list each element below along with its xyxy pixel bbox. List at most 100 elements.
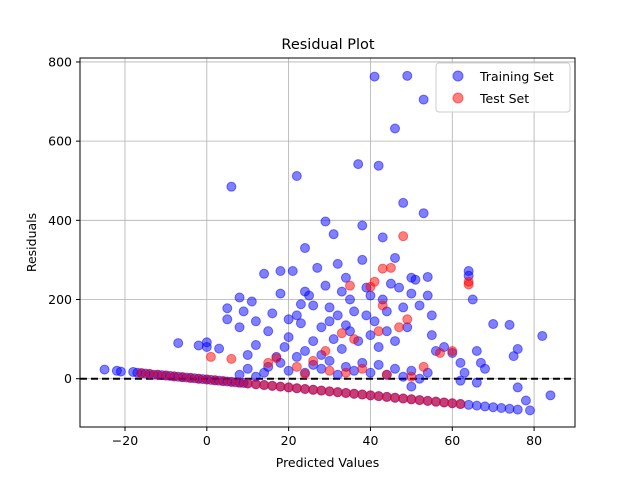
- training-point: [291, 170, 302, 181]
- x-tick-label: −20: [112, 433, 138, 448]
- training-point: [275, 288, 286, 299]
- training-point: [238, 306, 249, 317]
- test-point: [447, 345, 458, 356]
- training-point: [349, 365, 360, 376]
- training-point: [463, 399, 474, 410]
- training-point: [283, 314, 294, 325]
- test-point: [308, 384, 319, 395]
- test-point: [357, 363, 368, 374]
- y-tick-label: 200: [48, 292, 72, 307]
- legend: Training Set Test Set: [435, 62, 571, 113]
- training-point: [390, 336, 400, 347]
- grid-layer: [80, 58, 575, 427]
- training-point: [291, 310, 302, 321]
- training-point: [275, 266, 286, 277]
- training-point: [537, 330, 548, 341]
- training-point: [214, 343, 225, 354]
- training-point: [426, 330, 437, 341]
- test-point: [463, 279, 474, 290]
- x-tick-label: 80: [526, 433, 542, 448]
- x-tick-label: 20: [281, 433, 297, 448]
- training-point: [242, 349, 253, 360]
- training-point: [308, 300, 319, 311]
- test-point: [177, 372, 188, 383]
- training-point: [402, 70, 413, 81]
- training-point: [512, 382, 523, 393]
- training-point: [267, 308, 278, 319]
- training-point: [332, 310, 343, 321]
- training-point: [357, 220, 368, 231]
- test-point: [324, 386, 335, 397]
- training-point: [410, 274, 421, 285]
- training-point: [488, 402, 499, 413]
- training-point: [471, 400, 482, 411]
- training-point: [234, 322, 245, 333]
- test-point: [169, 371, 180, 382]
- test-point: [377, 263, 388, 274]
- training-point: [332, 258, 343, 269]
- training-point: [504, 319, 515, 330]
- training-point: [304, 290, 315, 301]
- training-point: [398, 197, 409, 208]
- test-point: [402, 314, 413, 325]
- test-point: [160, 370, 171, 381]
- training-point: [250, 316, 261, 327]
- test-point: [234, 377, 245, 388]
- test-point: [275, 381, 286, 392]
- training-point: [242, 363, 253, 374]
- test-point: [373, 391, 384, 402]
- training-point: [193, 340, 204, 351]
- test-point: [439, 397, 450, 408]
- test-point: [406, 394, 417, 405]
- training-point: [414, 373, 425, 384]
- test-point: [263, 357, 274, 368]
- training-point: [390, 252, 400, 263]
- chart-title: Residual Plot: [281, 37, 374, 53]
- test-point: [349, 334, 360, 345]
- test-point: [365, 390, 376, 401]
- plot-frame: [79, 57, 576, 428]
- training-point: [455, 357, 466, 368]
- training-point: [422, 271, 433, 282]
- training-point: [394, 282, 405, 293]
- test-point: [242, 378, 253, 389]
- training-point: [525, 405, 535, 416]
- test-point: [250, 379, 261, 390]
- training-point: [471, 377, 482, 388]
- training-point: [308, 336, 319, 347]
- test-point: [455, 399, 466, 410]
- test-point: [324, 365, 335, 376]
- training-point: [369, 71, 380, 82]
- test-point: [345, 280, 355, 291]
- training-point: [496, 402, 507, 413]
- training-point: [504, 403, 515, 414]
- test-point: [398, 231, 409, 242]
- training-point: [328, 334, 339, 345]
- training-point: [279, 342, 290, 353]
- test-point: [226, 353, 237, 364]
- training-point: [369, 316, 380, 327]
- training-point: [295, 299, 306, 310]
- training-point: [390, 123, 400, 134]
- training-point: [385, 278, 396, 289]
- training-point: [373, 160, 384, 171]
- training-point: [545, 390, 556, 401]
- y-tick-label: 600: [48, 134, 72, 149]
- training-point: [422, 290, 433, 301]
- training-point: [377, 232, 388, 243]
- legend-label-test: Test Set: [479, 91, 529, 106]
- test-point: [398, 393, 409, 404]
- test-point: [406, 371, 417, 382]
- training-point: [259, 367, 270, 378]
- training-point: [418, 94, 429, 105]
- test-point: [300, 383, 310, 394]
- training-point: [222, 314, 233, 325]
- test-point: [390, 392, 400, 403]
- test-point: [291, 361, 302, 372]
- training-point: [324, 316, 335, 327]
- test-point: [394, 322, 405, 333]
- training-point: [173, 338, 184, 349]
- test-point: [320, 345, 331, 356]
